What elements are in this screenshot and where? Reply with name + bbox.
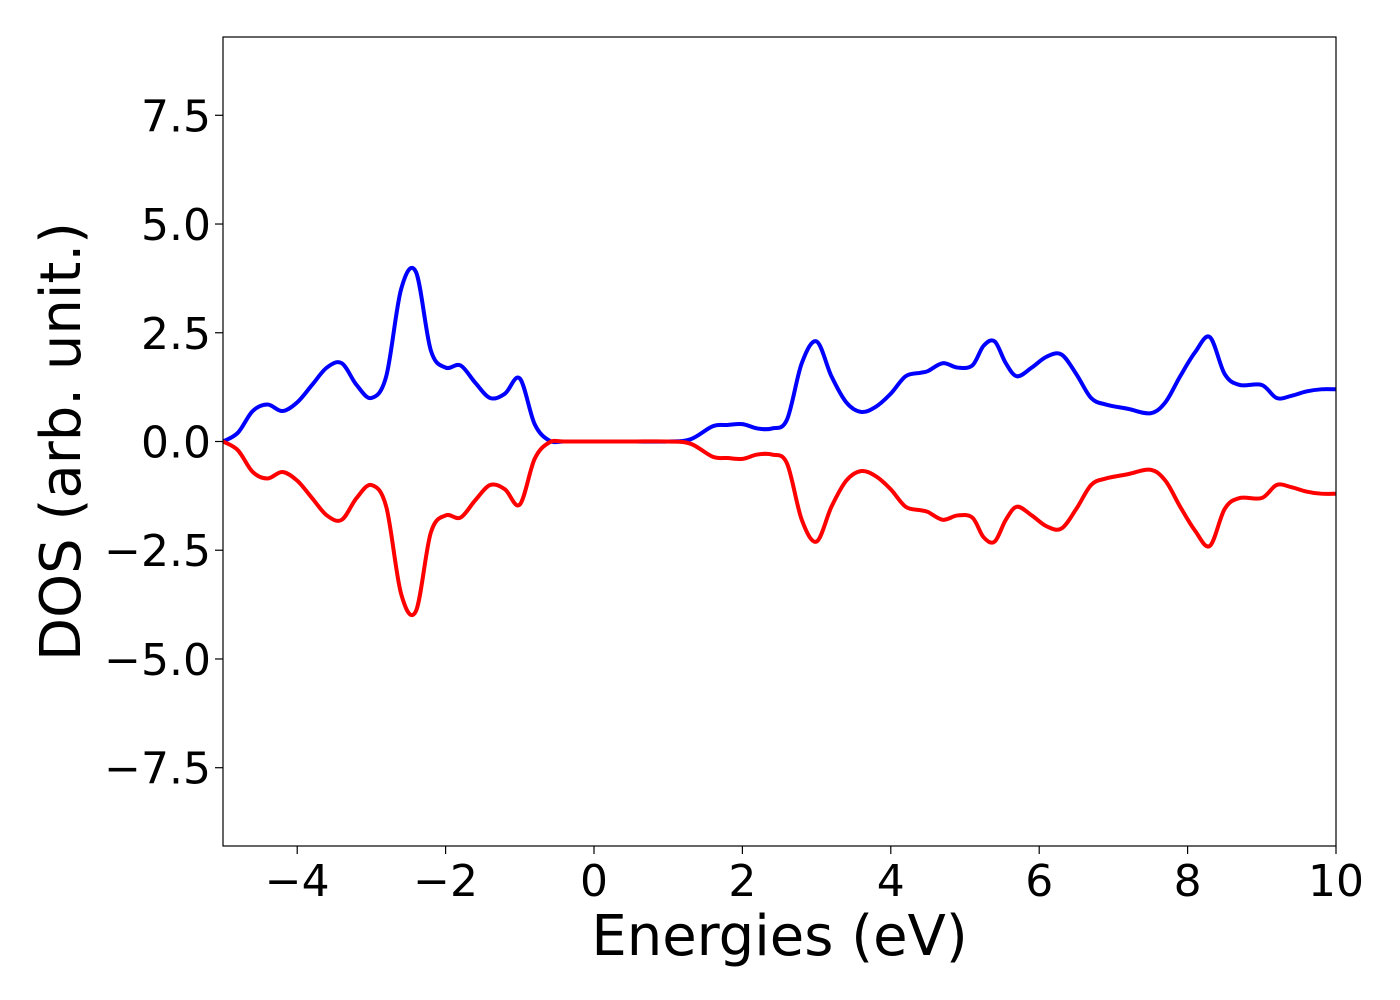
x-tick-label: 4	[877, 856, 905, 907]
x-tick-label: 6	[1025, 856, 1053, 907]
x-tick-label: 0	[580, 856, 608, 907]
x-axis-title: Energies (eV)	[591, 904, 967, 969]
series-line-red	[223, 438, 1336, 618]
y-axis-ticks: 7.5 5.0 2.5 0.0 −2.5 −5.0 −7.5	[104, 91, 223, 795]
y-axis-title: DOS (arb. unit.)	[29, 222, 94, 661]
x-tick-label: 10	[1308, 856, 1364, 907]
plot-frame	[222, 36, 1337, 847]
x-tick-label: 2	[728, 856, 756, 907]
y-tick-label: −7.5	[104, 744, 211, 795]
x-tick-label: −2	[413, 856, 478, 907]
series-line-blue	[223, 265, 1336, 445]
y-tick-label: 7.5	[141, 91, 211, 142]
y-tick-label: 2.5	[141, 309, 211, 360]
x-tick-label: 8	[1174, 856, 1202, 907]
y-tick-label: 5.0	[141, 200, 211, 251]
y-tick-label: −2.5	[104, 526, 211, 577]
x-tick-label: −4	[265, 856, 330, 907]
x-axis-ticks: −4 −2 0 2 4 6 8 10	[265, 846, 1364, 907]
series-layer	[223, 265, 1336, 618]
y-tick-label: 0.0	[141, 418, 211, 469]
y-tick-label: −5.0	[104, 635, 211, 686]
